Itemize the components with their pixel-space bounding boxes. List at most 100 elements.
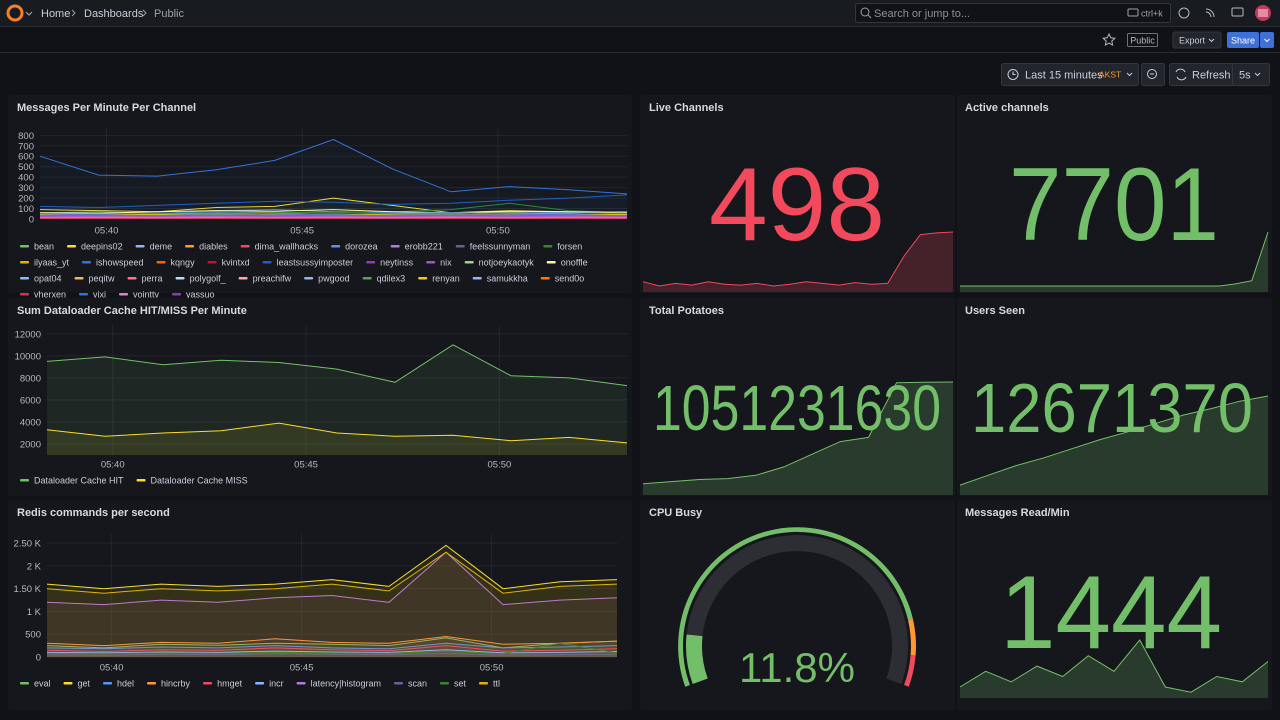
legend-swatch (79, 293, 89, 296)
legend-label[interactable]: peqitw (89, 274, 116, 284)
legend-label[interactable]: feelssunnyman (470, 242, 531, 252)
kiosk-icon[interactable] (1231, 7, 1244, 17)
legend-swatch (20, 277, 29, 280)
legend-label[interactable]: set (454, 679, 467, 689)
legend-label[interactable]: pwgood (318, 274, 350, 284)
legend-swatch (439, 682, 449, 685)
legend-label[interactable]: kqngy (171, 258, 196, 268)
series-line (46, 637, 618, 649)
logo[interactable] (6, 4, 24, 22)
legend-label[interactable]: perra (142, 274, 163, 284)
legend-label[interactable]: preachifw (253, 274, 292, 284)
y-tick-label: 0 (29, 215, 34, 226)
series-line (39, 212, 628, 215)
legend-label[interactable]: vointtv (133, 290, 160, 300)
export-button[interactable] (1172, 31, 1222, 49)
legend-label[interactable]: renyan (432, 274, 460, 284)
legend-label[interactable]: neytinss (380, 258, 414, 268)
legend-swatch (543, 245, 553, 248)
legend-label[interactable]: deepins02 (81, 242, 123, 252)
legend-swatch (426, 261, 436, 264)
share-label[interactable]: Share (1231, 36, 1255, 46)
search-box[interactable] (855, 3, 1171, 23)
legend-label[interactable]: hdel (117, 679, 134, 689)
series-line (46, 642, 618, 655)
y-tick-label: 500 (25, 630, 41, 641)
legend-label[interactable]: yassuo (186, 290, 215, 300)
series-area (47, 344, 627, 455)
legend-label[interactable]: qdilex3 (377, 274, 406, 284)
breadcrumb[interactable]: Home (41, 8, 70, 20)
time-range-picker[interactable] (1001, 63, 1139, 86)
legend-label[interactable]: send0o (555, 274, 585, 284)
legend-label[interactable]: Dataloader Cache MISS (151, 476, 248, 486)
legend-label[interactable]: bean (34, 242, 54, 252)
legend-swatch (390, 245, 400, 248)
series-area (40, 215, 627, 219)
legend-label[interactable]: leastsussyimposter (277, 258, 354, 268)
series-line (39, 202, 628, 215)
legend-label[interactable]: ishowspeed (96, 258, 144, 268)
series-area (40, 139, 627, 219)
y-tick-label: 4000 (20, 417, 41, 428)
legend-swatch (20, 293, 29, 296)
legend-label[interactable]: opat04 (34, 274, 62, 284)
share-dropdown[interactable] (1260, 32, 1274, 48)
legend-label[interactable]: latency|histogram (311, 679, 381, 689)
panel (8, 298, 632, 496)
legend-label[interactable]: samukkha (487, 274, 528, 284)
legend-label[interactable]: deme (150, 242, 173, 252)
y-tick-label: 2 K (27, 561, 42, 572)
legend-swatch (185, 245, 195, 248)
search-placeholder[interactable]: Search or jump to... (874, 8, 970, 20)
legend-label[interactable]: incr (269, 679, 284, 689)
chevron[interactable] (25, 11, 33, 16)
legend-label[interactable]: dorozea (345, 242, 378, 252)
legend-label[interactable]: notjoeykaotyk (479, 258, 535, 268)
stat-value: 1444 (1000, 555, 1222, 671)
legend-label[interactable]: scan (408, 679, 427, 689)
legend-label[interactable]: vixi (93, 290, 106, 300)
breadcrumb[interactable]: Dashboards (84, 8, 144, 20)
gauge-value (686, 634, 708, 684)
panel (640, 95, 955, 293)
legend-label[interactable]: onoffle (561, 258, 588, 268)
legend-label[interactable]: vherxen (34, 290, 66, 300)
legend-label[interactable]: forsen (557, 242, 582, 252)
legend-label[interactable]: ttl (493, 679, 500, 689)
legend-label[interactable]: erobb221 (405, 242, 443, 252)
refresh-interval[interactable]: 5s (1239, 70, 1251, 82)
legend-label[interactable]: kvintxd (222, 258, 250, 268)
time-range[interactable]: Last 15 minutes (1025, 70, 1103, 82)
legend-label[interactable]: eval (34, 679, 51, 689)
help-icon[interactable] (1178, 7, 1190, 19)
x-tick-label: 05:50 (486, 226, 510, 237)
panel (8, 95, 632, 293)
legend-label[interactable]: nix (440, 258, 452, 268)
legend-label[interactable]: Dataloader Cache HIT (34, 476, 124, 486)
gauge-label: 11.8% (739, 644, 855, 691)
refresh-label[interactable]: Refresh (1192, 70, 1231, 82)
zoom-icon (1147, 69, 1157, 79)
series-line (46, 344, 628, 387)
news-icon[interactable] (1205, 8, 1215, 18)
legend-label[interactable]: dima_wallhacks (255, 242, 319, 252)
legend-label[interactable]: diables (199, 242, 228, 252)
share-button[interactable] (1227, 32, 1259, 48)
legend-label[interactable]: hmget (217, 679, 243, 689)
refresh-picker[interactable] (1169, 63, 1270, 86)
sparkline-area (643, 382, 953, 495)
legend-label[interactable]: get (78, 679, 91, 689)
sparkline-area (960, 640, 1268, 698)
y-tick-label: 300 (18, 183, 34, 194)
export-label[interactable]: Export (1179, 36, 1206, 46)
legend-swatch (203, 682, 213, 685)
legend-label[interactable]: polygolf_ (190, 274, 227, 284)
series-line (39, 138, 628, 195)
y-tick-label: 12000 (15, 329, 41, 340)
star-icon[interactable] (1102, 32, 1116, 47)
panel (957, 298, 1272, 496)
x-tick-label: 05:45 (290, 663, 314, 674)
legend-label[interactable]: ilyaas_yt (34, 258, 70, 268)
legend-label[interactable]: hincrby (161, 679, 191, 689)
